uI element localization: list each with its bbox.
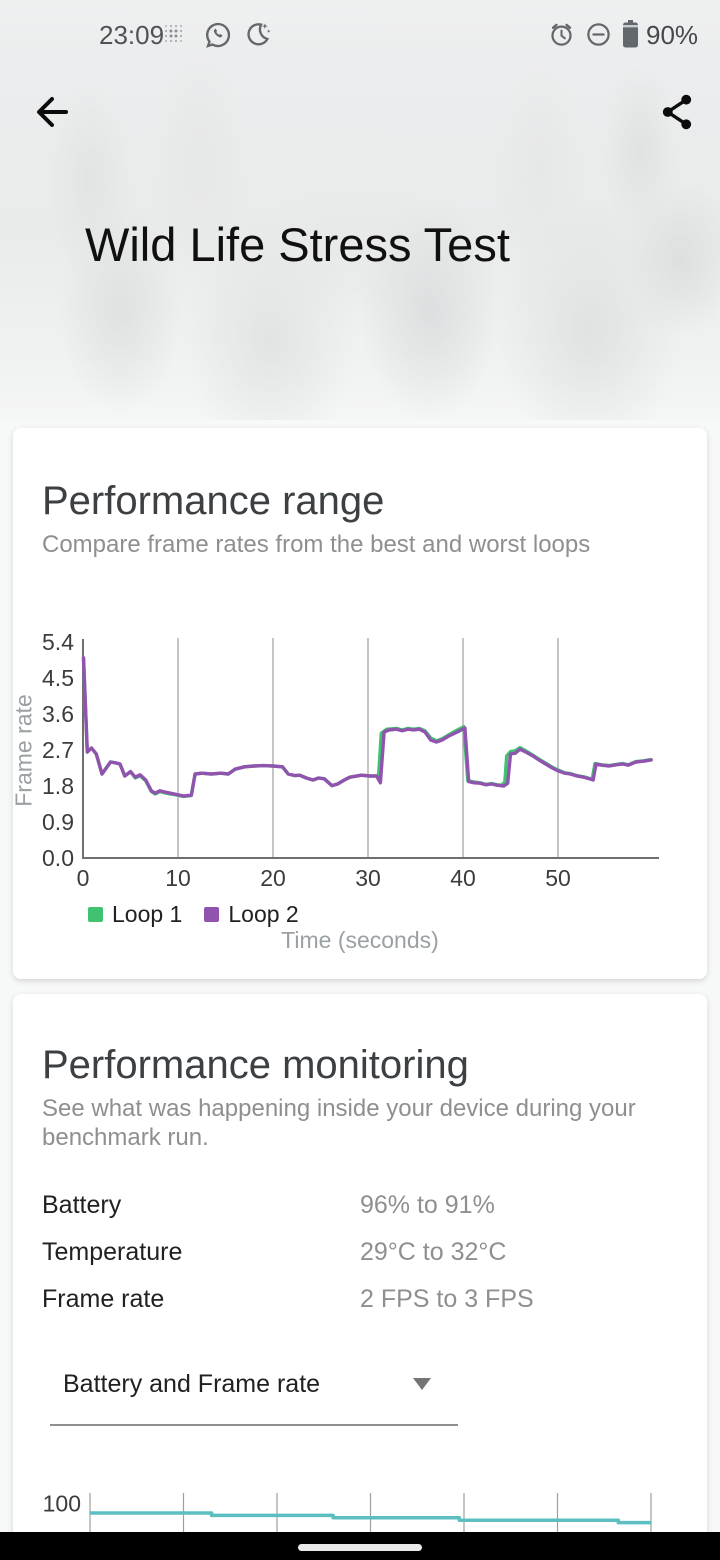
svg-text:0.9: 0.9 — [42, 809, 74, 835]
performance-range-subtitle: Compare frame rates from the best and wo… — [42, 531, 591, 558]
chart-legend: Loop 1 Loop 2 — [88, 901, 321, 928]
share-button[interactable] — [658, 92, 696, 132]
battery-icon — [623, 20, 638, 48]
x-axis-label: Time (seconds) — [281, 927, 439, 953]
svg-text:3.6: 3.6 — [42, 701, 74, 727]
status-time: 23:09 — [99, 20, 165, 50]
night-mode-icon — [247, 23, 271, 46]
whatsapp-icon — [206, 22, 231, 48]
chevron-down-icon — [413, 1378, 431, 1390]
performance-monitoring-subtitle: See what was happening inside your devic… — [42, 1095, 636, 1151]
loop1-legend-swatch — [88, 907, 103, 922]
back-button[interactable] — [31, 93, 69, 131]
loop1-legend-label: Loop 1 — [112, 901, 183, 927]
do-not-disturb-icon — [587, 23, 610, 46]
svg-text:20: 20 — [260, 865, 286, 891]
svg-text:0.0: 0.0 — [42, 845, 74, 871]
dropdown-underline — [50, 1424, 458, 1426]
stat-frame-rate-label: Frame rate — [42, 1285, 165, 1313]
dots-grid-icon — [164, 24, 183, 43]
svg-text:4.5: 4.5 — [42, 665, 74, 691]
page-title: Wild Life Stress Test — [85, 218, 510, 271]
stat-temperature-value: 29°C to 32°C — [360, 1238, 507, 1266]
loop2-legend-swatch — [204, 907, 220, 922]
svg-text:1.8: 1.8 — [42, 773, 74, 799]
frame-rate-axis-label: Frame rate — [10, 693, 37, 807]
svg-text:40: 40 — [450, 865, 476, 891]
svg-text:100: 100 — [43, 1490, 81, 1516]
header-background-image — [0, 0, 720, 420]
stat-temperature-label: Temperature — [42, 1238, 183, 1266]
metric-dropdown-value: Battery and Frame rate — [63, 1370, 321, 1398]
home-indicator[interactable] — [298, 1544, 422, 1551]
performance-monitoring-title: Performance monitoring — [42, 1043, 469, 1087]
svg-text:0: 0 — [77, 865, 90, 891]
metric-dropdown[interactable]: Battery and Frame rate — [50, 1358, 458, 1428]
performance-monitoring-card — [13, 994, 707, 1560]
svg-text:30: 30 — [355, 865, 381, 891]
svg-text:5.4: 5.4 — [42, 629, 74, 655]
performance-range-card — [13, 428, 707, 979]
svg-text:50: 50 — [545, 865, 571, 891]
frame-rate-chart: 0.0 0.9 1.8 2.7 3.6 4.5 5.4 0 10 20 30 40 50 — [42, 629, 659, 891]
loop2-legend-label: Loop 2 — [228, 901, 299, 927]
stat-frame-rate-value: 2 FPS to 3 FPS — [360, 1285, 534, 1313]
status-battery-percent: 90% — [646, 20, 699, 50]
svg-text:2.7: 2.7 — [42, 737, 74, 763]
stat-battery-value: 96% to 91% — [360, 1191, 495, 1219]
battery-frame-rate-chart: 100 — [43, 1490, 652, 1532]
alarm-icon — [551, 23, 572, 46]
performance-range-title: Performance range — [42, 479, 385, 523]
stat-battery-label: Battery — [42, 1191, 122, 1219]
svg-text:10: 10 — [165, 865, 191, 891]
